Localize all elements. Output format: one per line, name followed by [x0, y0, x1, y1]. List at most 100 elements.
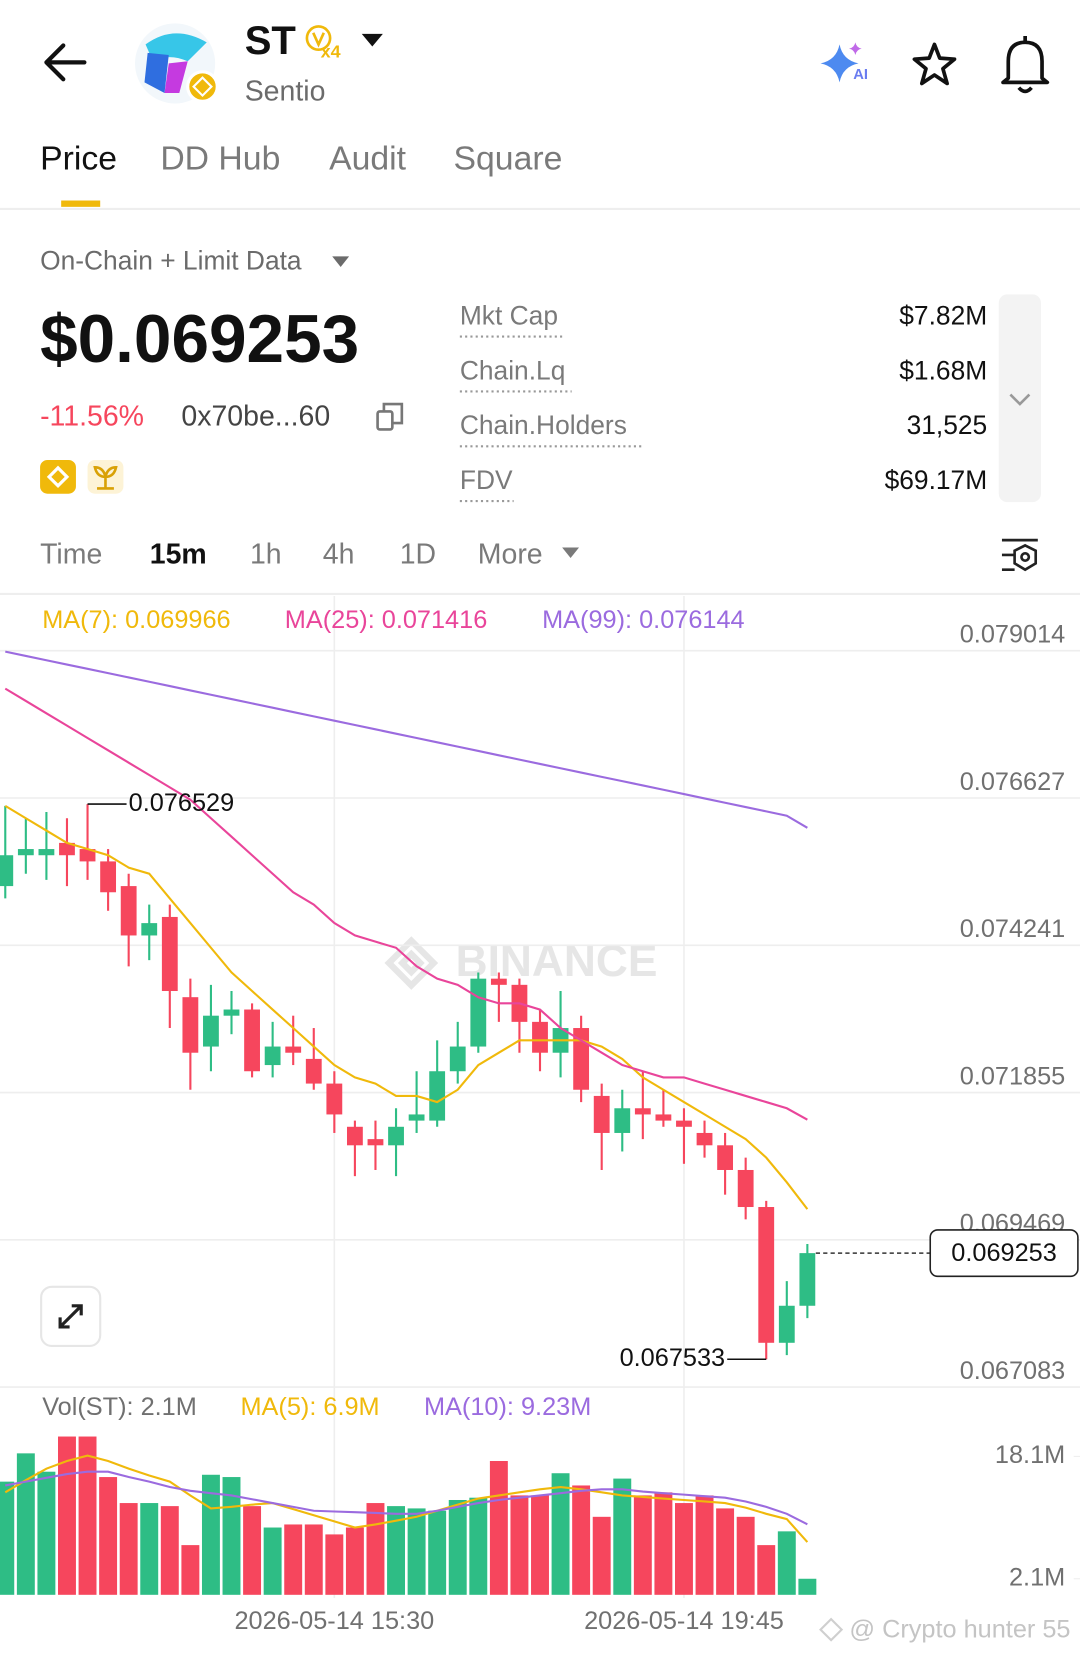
- chain-icon: [40, 459, 76, 494]
- stat-label[interactable]: Chain.Holders: [460, 410, 627, 440]
- volume-bar: [675, 1503, 693, 1595]
- candle-body: [244, 1009, 260, 1072]
- candle-body: [388, 1126, 404, 1146]
- y-tick-label: 18.1M: [995, 1441, 1065, 1469]
- volume-bar: [448, 1499, 467, 1595]
- launch-icon: [87, 459, 124, 494]
- data-source-caret: [332, 256, 350, 267]
- chart-settings[interactable]: [1001, 538, 1038, 572]
- volume-bar: [58, 1436, 76, 1595]
- candle-body: [408, 1114, 425, 1121]
- low-annotation: 0.067533: [620, 1344, 726, 1372]
- volume-bar: [284, 1524, 303, 1595]
- plot-area: 0.0790140.0766270.0742410.0718550.069469…: [0, 596, 1080, 1635]
- volume-bar: [263, 1527, 282, 1595]
- ma-line: [4, 805, 809, 1210]
- candle-body: [778, 1305, 795, 1343]
- stats-list: Mkt Cap $7.82M Chain.Lq $1.68M Chain.Hol…: [459, 301, 988, 503]
- candle-body: [490, 978, 507, 985]
- x-tick-label: 2026-05-14 19:45: [584, 1607, 784, 1635]
- ai-button[interactable]: AI: [820, 42, 868, 83]
- tab-selected[interactable]: Price: [40, 139, 117, 177]
- candle-body: [59, 842, 75, 856]
- symbol-dropdown[interactable]: [361, 33, 383, 47]
- candle-body: [655, 1114, 672, 1121]
- candle-body: [737, 1169, 754, 1208]
- candle-body: [79, 849, 96, 862]
- token-name: Sentio: [245, 75, 326, 107]
- candle-body: [758, 1207, 775, 1343]
- stat-label[interactable]: FDV: [460, 465, 513, 495]
- interval[interactable]: 4h: [323, 538, 355, 570]
- stat-label[interactable]: Mkt Cap: [460, 301, 558, 331]
- candle-body: [614, 1108, 631, 1133]
- candle-body: [120, 886, 137, 936]
- high-annotation: 0.076529: [129, 789, 235, 817]
- volume-bar: [654, 1492, 673, 1595]
- volume-bar: [181, 1545, 200, 1595]
- expand-stats[interactable]: [998, 294, 1041, 503]
- volume-bar: [777, 1531, 796, 1595]
- tab[interactable]: Square: [454, 139, 563, 177]
- more-caret: [562, 547, 580, 559]
- favorite-button[interactable]: [912, 42, 957, 86]
- tab[interactable]: DD Hub: [160, 139, 280, 177]
- tab[interactable]: Audit: [329, 139, 407, 177]
- candle-body: [285, 1046, 302, 1053]
- candle-body: [100, 861, 117, 893]
- candle-body: [367, 1139, 384, 1146]
- ma-line: [5, 650, 808, 829]
- candle-body: [717, 1145, 734, 1170]
- fullscreen-button[interactable]: [40, 1285, 102, 1347]
- token-symbol: ST: [245, 19, 297, 63]
- candle-body: [470, 978, 487, 1047]
- interval[interactable]: 1h: [250, 538, 282, 570]
- volume-bar: [551, 1473, 570, 1595]
- candle-body: [449, 1046, 466, 1072]
- copy-button[interactable]: [376, 402, 404, 431]
- stat-value: 31,525: [907, 410, 988, 440]
- current-price: $0.069253: [40, 302, 359, 377]
- ai-label: AI: [853, 67, 868, 83]
- candle-body: [696, 1132, 713, 1146]
- legend-entry: MA(10): 9.23M: [424, 1393, 591, 1421]
- alert-button[interactable]: [1001, 35, 1050, 94]
- volume-bar: [757, 1545, 776, 1595]
- interval-selected[interactable]: 15m: [150, 538, 207, 570]
- volume-bar: [99, 1477, 118, 1595]
- back-button[interactable]: [44, 43, 87, 82]
- volume-bar: [572, 1485, 591, 1595]
- volume-bar: [366, 1503, 385, 1595]
- volume-bar: [345, 1527, 364, 1595]
- interval[interactable]: 1D: [400, 538, 436, 570]
- candle-body: [326, 1083, 343, 1115]
- volume-bar: [119, 1503, 138, 1595]
- candle-body: [676, 1120, 692, 1127]
- verified-badge: x4: [305, 25, 341, 62]
- y-tick-label: 0.074241: [960, 915, 1066, 943]
- candle-body: [799, 1253, 816, 1306]
- candle-body: [182, 997, 199, 1053]
- candle-body: [634, 1108, 651, 1115]
- volume-bar: [16, 1453, 35, 1595]
- volume-bar: [304, 1524, 323, 1595]
- candle-body: [161, 916, 178, 992]
- volume-bar: [633, 1495, 652, 1595]
- stat-label[interactable]: Chain.Lq: [460, 355, 566, 385]
- credit-text: @ Crypto hunter 55: [849, 1615, 1070, 1643]
- candle-body: [532, 1021, 548, 1053]
- candle-body: [223, 1009, 240, 1016]
- volume-bar: [510, 1495, 529, 1595]
- candle-body: [305, 1058, 322, 1084]
- interval-more[interactable]: More: [478, 538, 543, 570]
- data-source-select[interactable]: On-Chain + Limit Data: [40, 246, 302, 276]
- last-price-label: 0.069253: [951, 1239, 1057, 1267]
- stat-value: $1.68M: [899, 355, 987, 385]
- y-tick-label: 2.1M: [1009, 1563, 1065, 1591]
- contract-address: 0x70be...60: [181, 400, 330, 432]
- volume-bar: [716, 1508, 735, 1595]
- badge-multiplier: x4: [321, 42, 341, 62]
